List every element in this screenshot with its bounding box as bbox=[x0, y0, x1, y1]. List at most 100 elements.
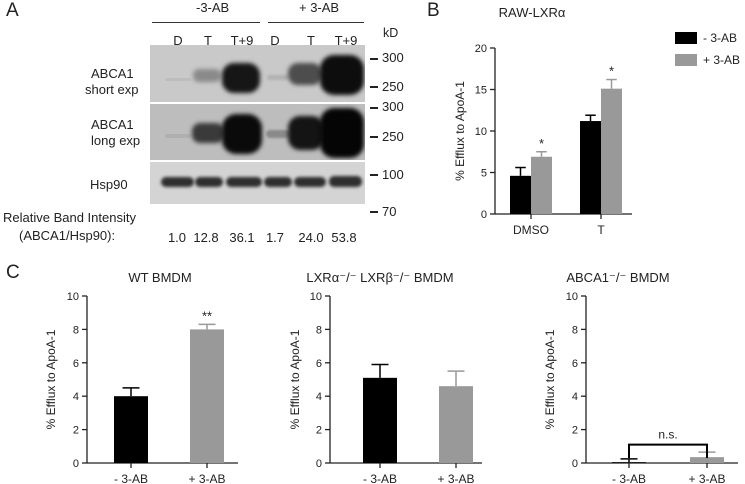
band-hsp bbox=[195, 177, 223, 187]
band-t1 bbox=[192, 123, 224, 143]
marker-tick bbox=[370, 174, 378, 176]
significance-bracket bbox=[628, 443, 708, 458]
marker-tick bbox=[370, 211, 378, 213]
x-tick-label: - 3-AB bbox=[114, 472, 148, 484]
row-label-hsp90: Hsp90 bbox=[90, 177, 128, 192]
blot-hsp90 bbox=[150, 162, 365, 204]
lane-label: D bbox=[270, 33, 280, 48]
group-line-minus bbox=[152, 22, 260, 23]
lane-label: T+9 bbox=[334, 33, 358, 48]
lane-label: T bbox=[307, 33, 315, 48]
lane-label: T+9 bbox=[230, 33, 254, 48]
y-tick-label: 10 bbox=[475, 126, 487, 138]
band-t9-2 bbox=[320, 108, 364, 158]
band-d1 bbox=[165, 134, 191, 138]
y-tick-label: 10 bbox=[67, 291, 79, 303]
band-t9-2 bbox=[320, 55, 364, 95]
intensity-value: 24.0 bbox=[298, 230, 324, 245]
bar bbox=[363, 377, 397, 463]
chart-c3-abca1-ko-bmdm: ABCA1⁻/⁻ BMDM 0 2 4 6 8 10 % Efflux to ApoA-1 - … bbox=[543, 270, 738, 484]
bar bbox=[190, 329, 224, 463]
marker-label: 100 bbox=[382, 167, 404, 182]
y-axis-label: % Efflux to ApoA-1 bbox=[288, 329, 302, 429]
row-label-long-1: ABCA1 bbox=[91, 117, 134, 132]
band-t9-1 bbox=[222, 114, 262, 154]
band-t9-1 bbox=[222, 63, 260, 93]
x-tick-label: + 3-AB bbox=[688, 472, 725, 484]
intensity-value: 1.0 bbox=[167, 230, 187, 245]
intensity-value: 1.7 bbox=[265, 230, 285, 245]
y-tick-label: 20 bbox=[475, 43, 487, 55]
x-tick-label: + 3-AB bbox=[437, 472, 474, 484]
blot-long-exposure bbox=[150, 104, 365, 160]
band-d1 bbox=[165, 78, 191, 81]
y-axis-label: % Efflux to ApoA-1 bbox=[44, 329, 58, 429]
y-axis-label: % Efflux to ApoA-1 bbox=[543, 329, 557, 429]
bar bbox=[510, 175, 531, 214]
group-line-plus bbox=[268, 22, 364, 23]
y-axis-label: % Efflux to ApoA-1 bbox=[453, 81, 467, 181]
significance-marker: ** bbox=[202, 308, 212, 323]
band-hsp bbox=[226, 177, 262, 187]
intensity-value: 36.1 bbox=[229, 230, 255, 245]
y-tick-label: 6 bbox=[73, 358, 79, 370]
bar bbox=[612, 462, 646, 463]
bar bbox=[439, 386, 473, 463]
band-hsp bbox=[161, 177, 194, 187]
y-tick-label: 2 bbox=[73, 425, 79, 437]
marker-label: 300 bbox=[382, 50, 404, 65]
band-d2 bbox=[266, 130, 290, 138]
x-tick-label: DMSO bbox=[513, 223, 549, 237]
chart-title: WT BMDM bbox=[128, 270, 191, 285]
bar bbox=[601, 88, 622, 214]
chart-c2-lxr-ko-bmdm: LXRα⁻/⁻ LXRβ⁻/⁻ BMDM 0 2 4 6 8 10 % Efflux to A… bbox=[288, 270, 482, 484]
marker-tick bbox=[370, 86, 378, 88]
y-tick-label: 0 bbox=[316, 458, 322, 470]
marker-label: 70 bbox=[382, 204, 397, 219]
y-tick-label: 4 bbox=[572, 391, 578, 403]
bar bbox=[114, 396, 148, 463]
intensity-heading-2: (ABCA1/Hsp90): bbox=[19, 228, 116, 243]
y-tick-label: 10 bbox=[566, 291, 578, 303]
significance-marker: * bbox=[609, 64, 614, 79]
band-hsp bbox=[264, 177, 292, 187]
kd-label: kD bbox=[383, 26, 399, 40]
band-t2 bbox=[288, 63, 322, 85]
x-tick-label: T bbox=[597, 223, 605, 237]
x-tick-label: - 3-AB bbox=[612, 472, 646, 484]
bar bbox=[531, 156, 552, 214]
row-label-long-2: long exp bbox=[91, 133, 141, 148]
y-tick-label: 10 bbox=[310, 291, 322, 303]
lane-label: D bbox=[173, 33, 183, 48]
y-tick-label: 8 bbox=[316, 324, 322, 336]
row-label-short-2: short exp bbox=[85, 82, 139, 97]
legend-swatch bbox=[675, 32, 697, 44]
y-tick-label: 8 bbox=[572, 324, 578, 336]
bracket-label: n.s. bbox=[658, 428, 677, 442]
band-t1 bbox=[193, 69, 221, 82]
y-tick-label: 4 bbox=[73, 391, 79, 403]
x-tick-label: + 3-AB bbox=[188, 472, 225, 484]
blot-short-exposure bbox=[150, 45, 365, 102]
y-tick-label: 6 bbox=[572, 358, 578, 370]
chart-title: RAW-LXRα bbox=[499, 5, 566, 20]
marker-label: 250 bbox=[382, 79, 404, 94]
chart-b-efflux: RAW-LXRα 0 5 10 15 20 % Efflux to ApoA-1 DMSO T *… bbox=[453, 5, 740, 237]
marker-tick bbox=[370, 58, 378, 60]
y-tick-label: 0 bbox=[481, 209, 487, 221]
legend-label: - 3-AB bbox=[703, 31, 737, 45]
marker-label: 300 bbox=[382, 99, 404, 114]
group-label-minus: -3-AB bbox=[196, 0, 230, 15]
significance-marker: * bbox=[539, 136, 544, 151]
y-tick-label: 15 bbox=[475, 85, 487, 97]
y-tick-label: 8 bbox=[73, 324, 79, 336]
y-tick-label: 5 bbox=[481, 168, 487, 180]
chart-title: ABCA1⁻/⁻ BMDM bbox=[566, 270, 669, 285]
intensity-value: 53.8 bbox=[331, 230, 357, 245]
marker-tick bbox=[370, 107, 378, 109]
band-hsp bbox=[329, 176, 362, 187]
y-tick-label: 0 bbox=[73, 458, 79, 470]
lane-label: T bbox=[204, 33, 212, 48]
row-label-short-1: ABCA1 bbox=[91, 66, 134, 81]
band-t2 bbox=[288, 116, 324, 150]
